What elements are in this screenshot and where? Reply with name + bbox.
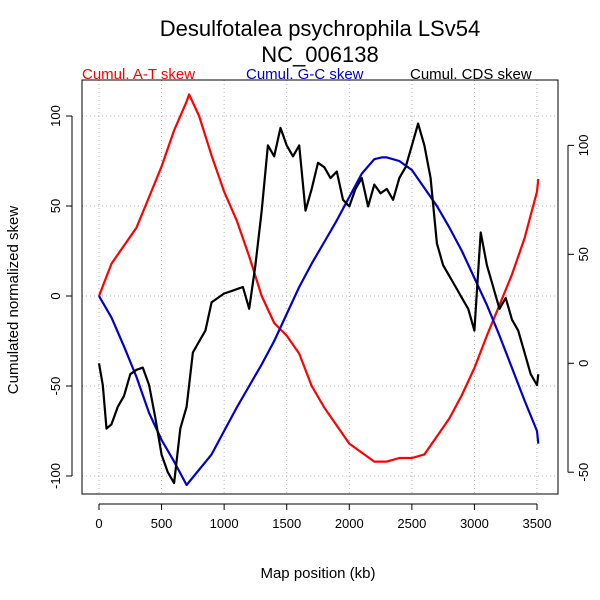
y-axis-label: Cumulated normalized skew bbox=[5, 206, 22, 395]
legend-gc-skew: Cumul. G-C skew bbox=[246, 66, 364, 83]
y-tick-label: 50 bbox=[48, 199, 63, 213]
legend-at-skew: Cumul. A-T skew bbox=[82, 66, 195, 83]
gc-skew-line bbox=[98, 156, 540, 487]
at-skew-line bbox=[97, 93, 540, 463]
y2-tick-label: 50 bbox=[576, 247, 591, 261]
chart-subtitle: NC_006138 bbox=[261, 42, 378, 67]
x-tick-label: 1000 bbox=[210, 516, 239, 531]
x-tick-label: 500 bbox=[151, 516, 173, 531]
y2-tick-label: 0 bbox=[576, 360, 591, 367]
x-axis-label: Map position (kb) bbox=[260, 565, 375, 582]
y-tick-label: 0 bbox=[48, 292, 63, 299]
x-tick-label: 3500 bbox=[523, 516, 552, 531]
x-tick-label: 3000 bbox=[460, 516, 489, 531]
y-tick-label: 100 bbox=[48, 105, 63, 127]
x-tick-label: 1500 bbox=[272, 516, 301, 531]
y2-tick-label: -50 bbox=[576, 463, 591, 482]
y2-tick-label: 100 bbox=[576, 135, 591, 157]
y-tick-label: -50 bbox=[48, 377, 63, 396]
x-tick-label: 2500 bbox=[397, 516, 426, 531]
cds-skew-line bbox=[97, 122, 540, 485]
x-tick-label: 0 bbox=[95, 516, 102, 531]
plot-frame bbox=[81, 79, 559, 495]
chart-title: Desulfotalea psychrophila LSv54 bbox=[160, 16, 480, 41]
x-tick-label: 2000 bbox=[335, 516, 364, 531]
y-tick-label: -100 bbox=[48, 463, 63, 489]
legend-cds-skew: Cumul. CDS skew bbox=[410, 66, 532, 83]
